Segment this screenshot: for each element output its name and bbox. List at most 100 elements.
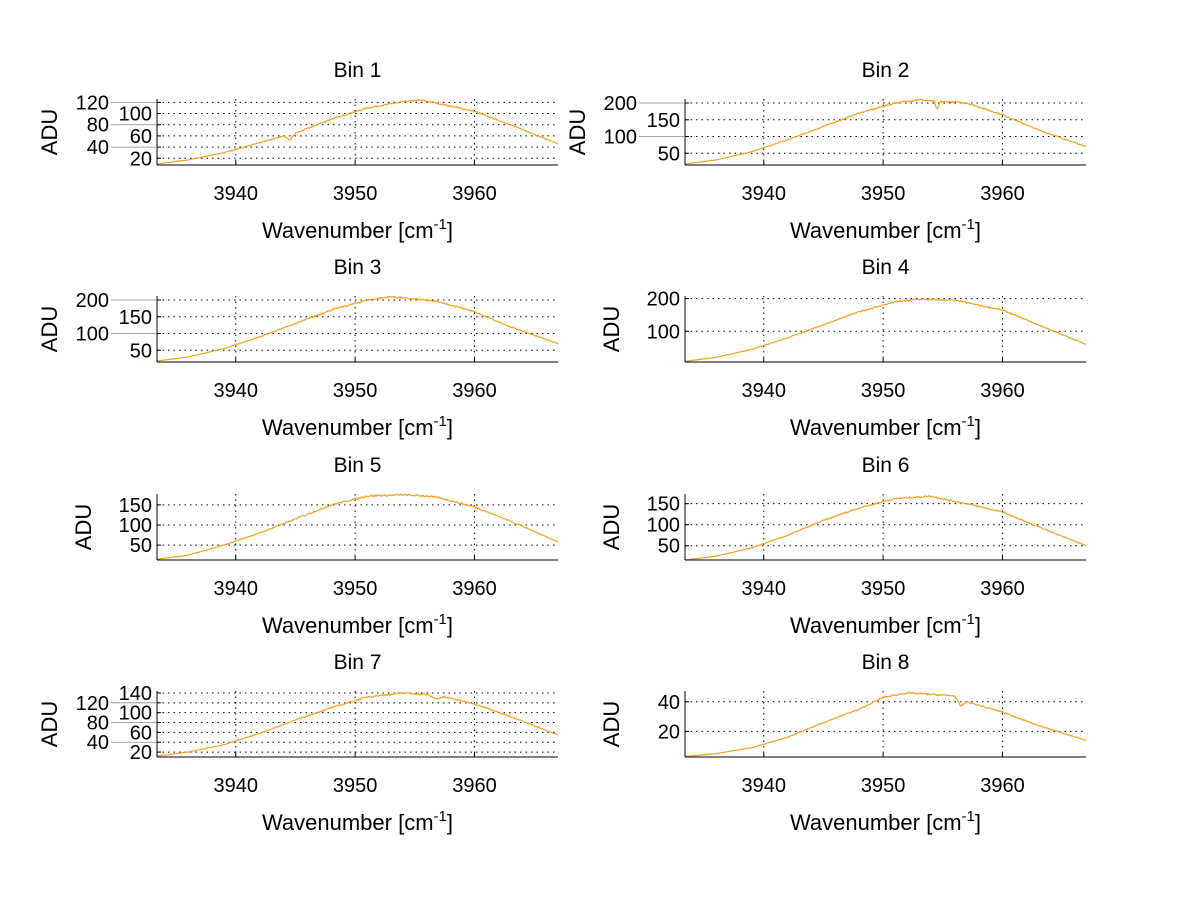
x-tick-label: 3960 bbox=[980, 380, 1025, 402]
x-axis-label-superscript: -1 bbox=[434, 216, 447, 233]
data-series-line bbox=[684, 298, 1087, 362]
x-axis-label-superscript: -1 bbox=[962, 611, 975, 628]
subplot-2: 3940 3950 3960 50 100 150 200 Bin 2 ADU Wavenumbe… bbox=[565, 59, 1087, 243]
y-tick-label: 100 bbox=[119, 515, 152, 537]
x-axis-label-end: ] bbox=[447, 415, 453, 440]
x-tick-label: 3940 bbox=[214, 775, 259, 797]
data-series-line bbox=[156, 295, 559, 362]
x-axis-label-main: Wavenumber [cm bbox=[790, 415, 962, 440]
x-tick-label: 3950 bbox=[861, 380, 906, 402]
y-axis-label: ADU bbox=[37, 701, 62, 747]
x-axis-label-end: ] bbox=[447, 613, 453, 638]
y-tick-label: 40 bbox=[658, 692, 680, 714]
y-tick-label: 200 bbox=[76, 290, 109, 312]
y-tick-label: 100 bbox=[647, 321, 680, 343]
subplot-3: 3940 3950 3960 50 100 150 200 Bin 3 ADU Wavenumbe… bbox=[37, 256, 559, 440]
x-axis-label-superscript: -1 bbox=[962, 216, 975, 233]
data-series-line bbox=[684, 98, 1087, 165]
y-tick-label: 200 bbox=[647, 289, 680, 311]
x-axis-label: Wavenumber [cm-1] bbox=[262, 413, 453, 440]
y-tick-label: 20 bbox=[130, 148, 152, 170]
x-tick-label: 3960 bbox=[980, 578, 1025, 600]
y-tick-label: 100 bbox=[604, 127, 637, 149]
y-axis-label: ADU bbox=[599, 306, 624, 352]
subplot-title: Bin 7 bbox=[334, 651, 382, 674]
y-tick-label: 120 bbox=[76, 693, 109, 715]
x-axis-label-main: Wavenumber [cm bbox=[262, 613, 434, 638]
subplot-4: 3940 3950 3960 100 200 Bin 4 ADU Wavenumber [cm… bbox=[599, 256, 1087, 440]
subplot-title: Bin 2 bbox=[862, 59, 910, 82]
x-axis-label-end: ] bbox=[447, 218, 453, 243]
y-tick-label: 100 bbox=[647, 515, 680, 537]
x-tick-label: 3950 bbox=[333, 775, 378, 797]
y-tick-label: 20 bbox=[658, 721, 680, 743]
x-axis-label-superscript: -1 bbox=[962, 413, 975, 430]
data-series-line bbox=[156, 493, 559, 560]
subplot-title: Bin 6 bbox=[862, 454, 910, 477]
y-tick-label: 50 bbox=[658, 143, 680, 165]
data-series-line bbox=[684, 494, 1087, 561]
x-tick-label: 3940 bbox=[742, 775, 787, 797]
y-tick-label: 140 bbox=[119, 683, 152, 705]
subplot-8: 3940 3950 3960 20 40 Bin 8 ADU Wavenumber [cm-1… bbox=[599, 651, 1087, 835]
x-tick-label: 3940 bbox=[214, 183, 259, 205]
y-axis-label: ADU bbox=[599, 701, 624, 747]
x-axis-label-end: ] bbox=[975, 810, 981, 835]
y-axis-label: ADU bbox=[71, 504, 96, 550]
x-axis-label-main: Wavenumber [cm bbox=[790, 810, 962, 835]
data-series-line bbox=[156, 99, 559, 165]
subplot-7: 3940 3950 3960 20 40 60 80 100 120 140 Bin 7 ADU Wav… bbox=[37, 651, 559, 835]
x-axis-label: Wavenumber [cm-1] bbox=[790, 216, 981, 243]
x-axis-label-main: Wavenumber [cm bbox=[262, 810, 434, 835]
subplot-title: Bin 1 bbox=[334, 59, 382, 82]
x-tick-label: 3960 bbox=[452, 380, 497, 402]
y-tick-label: 50 bbox=[130, 535, 152, 557]
x-axis-label: Wavenumber [cm-1] bbox=[262, 808, 453, 835]
subplot-title: Bin 5 bbox=[334, 454, 382, 477]
x-tick-label: 3940 bbox=[214, 578, 259, 600]
x-tick-label: 3960 bbox=[452, 183, 497, 205]
y-tick-label: 100 bbox=[119, 703, 152, 725]
x-tick-label: 3940 bbox=[214, 380, 259, 402]
x-axis-label: Wavenumber [cm-1] bbox=[790, 413, 981, 440]
y-tick-label: 100 bbox=[119, 104, 152, 126]
x-tick-label: 3960 bbox=[452, 775, 497, 797]
x-axis-label: Wavenumber [cm-1] bbox=[262, 216, 453, 243]
x-axis-label-superscript: -1 bbox=[962, 808, 975, 825]
x-tick-label: 3940 bbox=[742, 578, 787, 600]
x-axis-label-end: ] bbox=[447, 810, 453, 835]
x-axis-label-superscript: -1 bbox=[434, 413, 447, 430]
y-axis-label: ADU bbox=[599, 504, 624, 550]
x-axis-label-main: Wavenumber [cm bbox=[262, 218, 434, 243]
subplot-1: 3940 3950 3960 20 40 60 80 100 120 Bin 1 ADU Wavenu… bbox=[37, 59, 559, 243]
x-axis-label-superscript: -1 bbox=[434, 611, 447, 628]
x-tick-label: 3940 bbox=[742, 380, 787, 402]
data-series-line bbox=[684, 691, 1087, 758]
x-tick-label: 3960 bbox=[452, 578, 497, 600]
x-axis-label: Wavenumber [cm-1] bbox=[262, 611, 453, 638]
x-tick-label: 3950 bbox=[861, 578, 906, 600]
y-tick-label: 150 bbox=[647, 110, 680, 132]
x-tick-label: 3950 bbox=[861, 775, 906, 797]
y-tick-label: 100 bbox=[76, 324, 109, 346]
x-tick-label: 3960 bbox=[980, 775, 1025, 797]
x-tick-label: 3950 bbox=[861, 183, 906, 205]
subplot-title: Bin 8 bbox=[862, 651, 910, 674]
y-tick-label: 120 bbox=[76, 92, 109, 114]
y-tick-label: 50 bbox=[658, 536, 680, 558]
x-axis-label: Wavenumber [cm-1] bbox=[790, 611, 981, 638]
subplot-title: Bin 3 bbox=[334, 256, 382, 279]
y-tick-label: 200 bbox=[604, 93, 637, 115]
y-tick-label: 80 bbox=[87, 115, 109, 137]
y-tick-label: 60 bbox=[130, 126, 152, 148]
y-tick-label: 40 bbox=[87, 137, 109, 159]
x-axis-label-end: ] bbox=[975, 218, 981, 243]
y-tick-label: 150 bbox=[119, 307, 152, 329]
x-axis-label-end: ] bbox=[975, 613, 981, 638]
x-axis-label-main: Wavenumber [cm bbox=[790, 613, 962, 638]
y-axis-label: ADU bbox=[37, 306, 62, 352]
x-axis-label-end: ] bbox=[975, 415, 981, 440]
x-axis-label-main: Wavenumber [cm bbox=[790, 218, 962, 243]
